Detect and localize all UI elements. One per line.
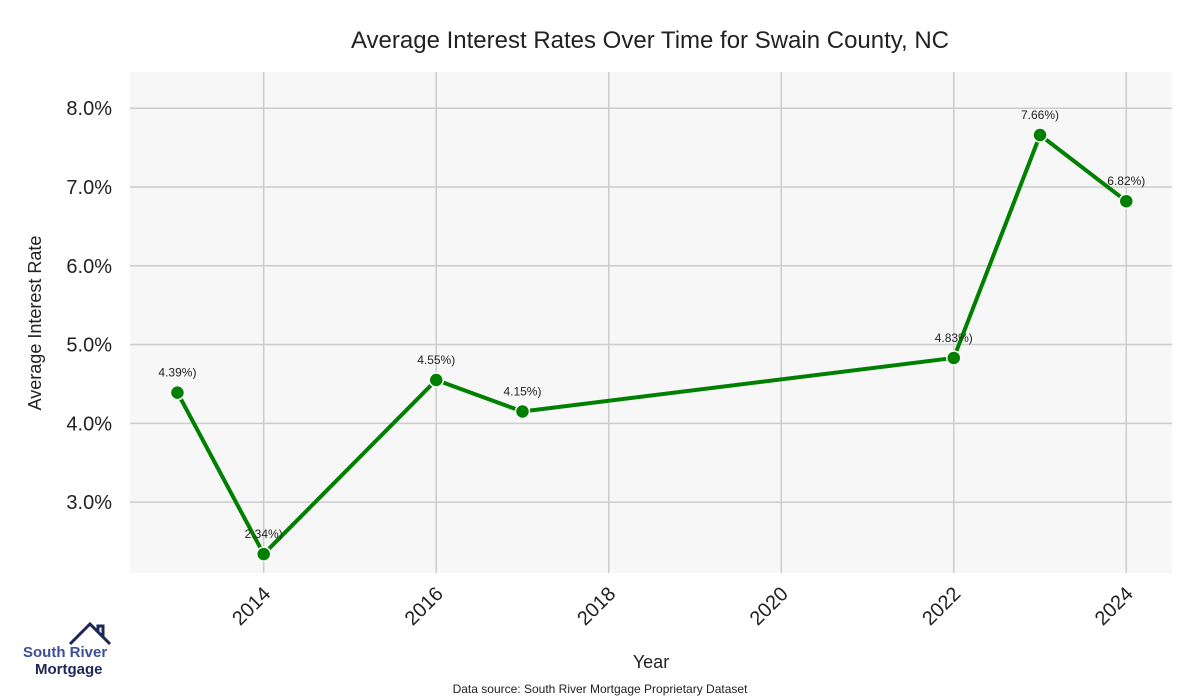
data-point [255, 546, 272, 562]
data-label: 2.34%) [245, 527, 283, 541]
y-tick-label: 6.0% [66, 256, 112, 278]
y-tick-label: 7.0% [66, 177, 112, 199]
x-tick-label: 2016 [401, 583, 448, 630]
data-point [1032, 127, 1048, 143]
data-point [946, 350, 962, 366]
data-point [514, 403, 531, 420]
y-axis-label: Average Interest Rate [25, 236, 45, 411]
y-tick-label: 5.0% [66, 335, 112, 357]
y-tick-label: 4.0% [66, 413, 112, 435]
y-tick-label: 3.0% [66, 492, 112, 514]
data-label: 4.55%) [417, 353, 455, 367]
x-tick-label: 2020 [746, 583, 793, 630]
x-tick-label: 2024 [1091, 583, 1138, 630]
data-point [428, 372, 444, 388]
data-label: 7.66%) [1021, 108, 1059, 122]
data-point [1118, 193, 1135, 209]
data-point [169, 384, 186, 401]
x-axis-label: Year [633, 652, 669, 672]
logo-line2: Mortgage [35, 661, 103, 678]
house-roof-icon [68, 621, 112, 646]
logo-line1: South River [23, 644, 108, 661]
x-tick-label: 2014 [228, 583, 275, 630]
data-label: 4.83%) [935, 331, 973, 345]
x-tick-label: 2018 [573, 583, 620, 630]
y-tick-label: 8.0% [66, 98, 112, 120]
data-label: 4.39%) [158, 366, 196, 380]
plot-area [130, 72, 1172, 573]
data-source-note: Data source: South River Mortgage Propri… [452, 682, 748, 696]
x-tick-label: 2022 [918, 583, 965, 630]
data-label: 4.15%) [503, 385, 541, 399]
south-river-mortgage-logo: South River Mortgage [20, 620, 120, 680]
chart-title: Average Interest Rates Over Time for Swa… [351, 27, 949, 54]
data-label: 6.82%) [1107, 174, 1145, 188]
